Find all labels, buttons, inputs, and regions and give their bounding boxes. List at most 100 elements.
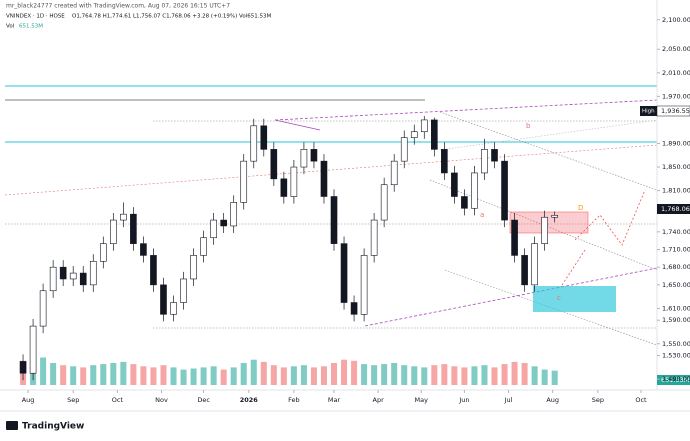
volume-bar [70,366,77,385]
channel-line [439,119,658,151]
volume-bar [100,364,107,385]
y-tick-label: 1,680.00 [662,263,690,271]
candle-body [160,284,167,315]
volume-bar [280,367,287,385]
candle-body [200,237,207,256]
x-tick-label: Aug [22,396,35,404]
volume-bar [110,363,117,385]
y-tick-label: 1,970.00 [662,92,690,100]
volume-bar [341,359,348,385]
volume-bar [431,365,438,385]
volume-bar [381,364,388,385]
x-tick-label: Aug [546,396,559,404]
volume-bar [230,367,237,385]
candle-body [400,137,408,162]
volume-bar [320,366,327,385]
y-tick-label: 1,490.00 [662,375,690,383]
candle-body [110,219,117,244]
volume-bar [521,363,528,385]
trend-line [274,119,321,131]
volume-bar [80,367,87,385]
volume-bar [190,368,197,385]
annotation: b [526,122,531,130]
candle-body [481,149,488,174]
volume-bar [501,364,508,385]
y-tick-label: 2,050.00 [662,45,690,53]
volume-bar [120,361,127,385]
volume-bar [270,365,277,385]
high-label: High [642,109,655,115]
candle-body [501,160,508,221]
zone-box [509,211,589,234]
high-value-tag [656,105,690,117]
volume-bar [330,363,338,385]
y-tick-label: 1,530.00 [662,352,690,360]
volume-bar [541,369,548,385]
credit: mr_black24777 created with TradingView.c… [6,3,230,10]
volume-bar [180,369,187,385]
symbol: VNINDEX · 1D · HOSE [6,14,65,20]
candle-body [150,255,157,286]
volume-bar [220,369,227,385]
volume-bar [481,365,488,385]
volume-bar [551,370,558,385]
trend-line [4,144,658,196]
x-tick-label: Sep [592,396,604,404]
high-value: 1,936.55 [661,107,690,115]
candle-body [461,196,468,209]
volume-bar [471,366,478,385]
candle-body [220,219,227,227]
volume-bar [361,364,368,385]
candle-body [39,290,47,327]
volume-bar [300,365,307,385]
x-tick-label: Sep [67,396,79,404]
x-tick-label: Jun [458,396,469,404]
candle-body [69,272,77,280]
last-price: 1,768.06 [661,205,690,213]
candle-body [190,255,197,280]
volume-bar [421,367,428,385]
candle-body [511,219,518,256]
logo: TradingView [22,422,84,432]
candle-body [140,243,147,256]
candle-body [260,125,268,150]
candle-body [19,361,27,374]
x-tick-label: Oct [112,396,124,404]
y-tick-label: 1,850.00 [662,163,690,171]
candle-body [451,172,458,197]
vol-label: Vol [6,24,15,30]
candle-body [531,243,538,286]
plot [19,116,558,385]
candle-body [270,149,278,180]
candle-body [410,131,418,138]
volume-bar [160,365,167,385]
x-tick-label: Nov [155,396,168,404]
logo-icon [6,421,18,430]
volume-bar [140,366,147,385]
candle-body [250,125,258,162]
high-tag [640,106,657,116]
candle-body [491,149,498,162]
annotation: c [557,294,561,302]
volume-bar [170,367,177,385]
x-tick-label: Oct [635,396,647,404]
candle-body [340,243,348,303]
volume-tag [657,375,690,385]
x-tick-label: Mar [328,396,341,404]
volume-bar [60,365,67,385]
volume-bar [200,367,207,385]
x-tick-label: Dec [197,396,210,404]
candle-body [99,243,107,262]
candle-body [431,119,438,150]
y-tick-label: 1,890.00 [662,139,690,147]
candle-body [290,166,298,197]
x-tick-label: Apr [373,396,385,404]
volume-bar [531,366,538,385]
volume-bar [240,363,247,385]
volume-bar [90,365,97,385]
candle-body [49,266,57,292]
candle-body [360,255,368,315]
volume-bar [210,366,217,385]
candle-body [420,119,428,133]
